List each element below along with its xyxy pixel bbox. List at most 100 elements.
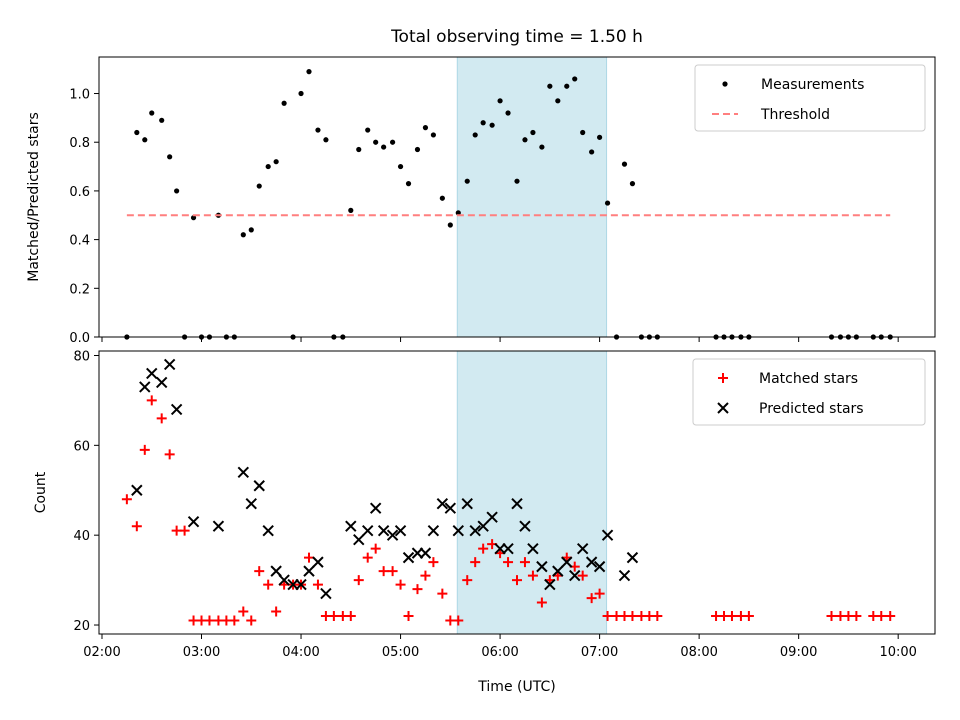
x-tick-label: 04:00 xyxy=(282,645,319,660)
matched-stars-point xyxy=(512,575,522,586)
count-panel-marks xyxy=(121,358,896,626)
measurements-point xyxy=(397,163,404,170)
matched-stars-point xyxy=(594,588,605,599)
measurements-point xyxy=(572,76,578,82)
predicted-stars-point xyxy=(303,565,315,577)
matched-stars-point xyxy=(164,449,175,460)
count-legend-box xyxy=(692,358,926,426)
matched-stars-point xyxy=(627,611,638,622)
measurements-point xyxy=(472,132,478,138)
predicted-stars-point xyxy=(585,556,598,568)
measurements-point xyxy=(580,129,586,136)
matched-stars-point xyxy=(229,615,240,626)
predicted-stars-point xyxy=(139,381,151,393)
x-tick-label: 05:00 xyxy=(382,645,419,660)
predicted-stars-point xyxy=(618,569,631,582)
predicted-stars-point xyxy=(486,511,498,523)
predicted-stars-point xyxy=(345,520,357,532)
predicted-stars-point xyxy=(436,498,449,510)
matched-stars-point xyxy=(726,611,737,622)
predicted-stars-point xyxy=(502,542,514,555)
observing-window-highlight-bottom xyxy=(456,350,608,635)
predicted-stars-point xyxy=(461,498,473,510)
matched-stars-point xyxy=(453,615,464,626)
matched-stars-point xyxy=(345,611,356,622)
predicted-stars-point xyxy=(362,524,374,537)
measurements-point xyxy=(480,120,486,126)
predicted-stars-point xyxy=(601,529,614,541)
matched-stars-point xyxy=(420,570,431,581)
matched-stars-point xyxy=(412,584,423,595)
measurements-point xyxy=(248,227,254,233)
measurements-point xyxy=(356,146,362,153)
predicted-stars-point xyxy=(320,587,332,600)
matched-stars-point xyxy=(437,588,448,599)
predicted-stars-point xyxy=(295,578,307,591)
predicted-stars-point xyxy=(419,547,432,559)
matched-stars-point xyxy=(254,566,265,577)
legend-predicted-stars-swatch xyxy=(717,402,729,414)
ratio-y-tick-label: 0.8 xyxy=(69,136,90,151)
measurements-point xyxy=(514,178,520,184)
predicted-stars-point xyxy=(262,524,274,537)
legend-matched-stars-swatch xyxy=(718,373,728,383)
matched-stars-point xyxy=(303,552,314,563)
predicted-stars-point xyxy=(593,560,606,573)
x-axis-label: Time (UTC) xyxy=(477,679,555,695)
measurements-point xyxy=(281,100,287,106)
measurements-point xyxy=(256,183,262,189)
predicted-stars-point xyxy=(544,578,556,591)
predicted-stars-point xyxy=(394,524,407,537)
x-tick-label: 08:00 xyxy=(680,645,717,660)
predicted-stars-point xyxy=(353,533,365,546)
predicted-stars-point xyxy=(477,520,489,532)
matched-stars-point xyxy=(370,543,381,554)
predicted-stars-point xyxy=(519,520,531,532)
measurements-point xyxy=(149,110,155,116)
predicted-stars-point xyxy=(569,569,581,582)
matched-stars-point xyxy=(470,557,481,568)
measurements-point xyxy=(604,200,611,206)
matched-stars-point xyxy=(519,557,530,568)
count-panel-frame xyxy=(98,350,936,635)
measurements-point xyxy=(174,188,180,194)
matched-stars-point xyxy=(876,611,887,622)
legend-entry-label: Matched stars xyxy=(759,371,858,387)
measurements-point xyxy=(464,178,470,184)
ratio-panel: 0.0 0.2 0.4 0.6 0.8 1.0 Matched/Predicted sta… xyxy=(26,56,936,346)
count-panel-ticks: 02:00 03:00 04:00 05:00 06:00 07:00 08:00 09:00… xyxy=(73,349,916,660)
x-tick-label: 02:00 xyxy=(83,645,120,660)
measurements-point xyxy=(530,129,536,136)
measurements-point xyxy=(547,83,553,89)
measurements-point xyxy=(389,139,396,145)
predicted-stars-point xyxy=(444,502,457,514)
ratio-legend-box xyxy=(694,64,926,132)
predicted-stars-point xyxy=(452,524,464,537)
legend-entry-label: Predicted stars xyxy=(759,401,864,417)
measurements-point xyxy=(621,161,628,167)
measurements-point xyxy=(539,144,545,150)
measurements-point xyxy=(439,195,445,201)
measurements-point xyxy=(348,207,354,213)
chart-title: Total observing time = 1.50 h xyxy=(390,27,643,47)
matched-stars-point xyxy=(271,606,282,617)
measurements-point xyxy=(273,159,279,165)
observing-window-highlight-top xyxy=(456,56,608,338)
predicted-stars-point xyxy=(377,524,390,537)
ratio-panel-frame xyxy=(98,56,936,338)
matched-stars-point xyxy=(353,575,364,586)
measurements-point xyxy=(306,69,312,75)
matched-stars-point xyxy=(378,566,389,577)
matched-stars-point xyxy=(246,615,257,626)
matched-stars-point xyxy=(139,444,150,455)
measurements-point xyxy=(589,149,595,155)
measurements-point xyxy=(414,146,421,153)
matched-stars-point xyxy=(362,552,373,563)
measurements-point xyxy=(134,129,140,136)
matched-stars-point xyxy=(156,413,167,424)
matched-stars-point xyxy=(179,525,190,536)
measurements-point xyxy=(497,98,503,104)
matched-stars-point xyxy=(577,570,588,581)
measurements-point xyxy=(447,222,453,228)
matched-stars-point xyxy=(131,521,142,532)
